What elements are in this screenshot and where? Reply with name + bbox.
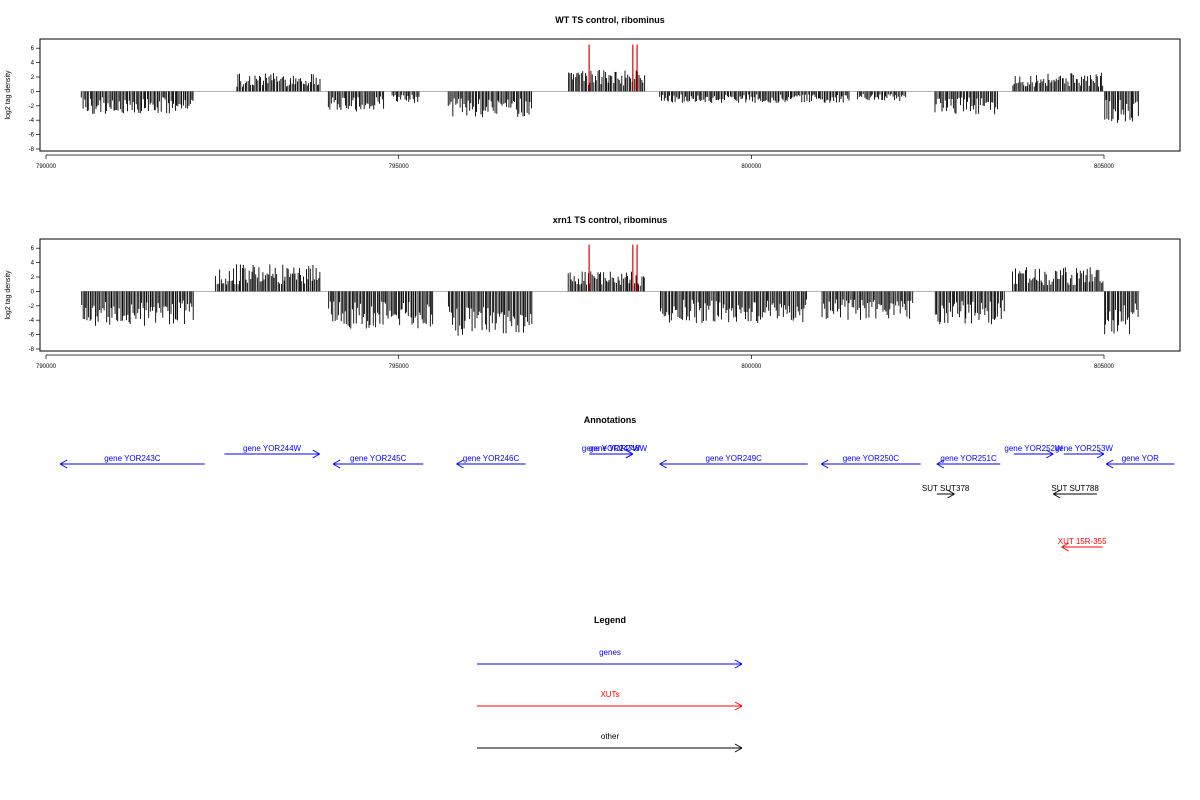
annotation-feature: XUT 15R-355 bbox=[1058, 537, 1107, 552]
annotation-feature: gene YOR bbox=[1105, 454, 1175, 469]
wt-plot-frame bbox=[39, 38, 1181, 152]
wt-red-markers bbox=[588, 44, 638, 92]
feature-label: gene YOR251C bbox=[940, 454, 997, 463]
feature-label: SUT SUT378 bbox=[922, 484, 970, 493]
annotation-feature: SUT SUT788 bbox=[1051, 484, 1099, 499]
feature-arrow bbox=[224, 449, 320, 459]
feature-arrow bbox=[603, 449, 634, 459]
feature-label: gene YOR249C bbox=[706, 454, 763, 463]
annotation-feature: gene YOR252W bbox=[1004, 444, 1063, 459]
wt-y-ticks: 6 4 2 0 -2 -4 -6 -8 bbox=[29, 46, 40, 153]
annotation-feature: gene YOR244W bbox=[224, 444, 320, 459]
x-tick-label: 790000 bbox=[36, 164, 57, 170]
annotation-features: gene YOR243C gene YOR244W gene YOR245C gene… bbox=[59, 444, 1175, 552]
x-tick-label: 800000 bbox=[741, 364, 762, 370]
xrn1-panel-title: xrn1 TS control, ribominus bbox=[553, 215, 668, 225]
xrn1-plot-frame bbox=[39, 238, 1181, 352]
y-tick-label: 2 bbox=[31, 275, 35, 281]
legend-item: genes bbox=[477, 648, 743, 669]
annotation-feature: gene YOR246C bbox=[456, 454, 526, 469]
feature-arrow bbox=[659, 459, 808, 469]
x-tick-label: 795000 bbox=[389, 364, 410, 370]
annotations-title: Annotations bbox=[584, 415, 637, 425]
feature-label: SUT SUT788 bbox=[1051, 484, 1099, 493]
y-tick-label: 4 bbox=[31, 61, 35, 67]
x-tick-label: 800000 bbox=[741, 164, 762, 170]
annotation-feature: gene YOR249C bbox=[659, 454, 808, 469]
y-tick-label: 0 bbox=[31, 89, 35, 95]
feature-label: gene YOR250C bbox=[843, 454, 900, 463]
legend-arrow bbox=[477, 659, 743, 669]
feature-arrow bbox=[820, 459, 921, 469]
annotation-feature: SUT SUT378 bbox=[922, 484, 970, 499]
y-tick-label: -2 bbox=[29, 304, 35, 310]
legend-arrow bbox=[477, 743, 743, 753]
y-tick-label: -8 bbox=[29, 347, 35, 353]
wt-density-bars bbox=[80, 69, 1140, 123]
legend-item: other bbox=[477, 732, 743, 753]
y-tick-label: -8 bbox=[29, 147, 35, 153]
feature-arrow bbox=[1061, 542, 1103, 552]
y-tick-label: -4 bbox=[29, 118, 35, 124]
legend-label: XUTs bbox=[600, 690, 619, 699]
feature-label: gene YOR248W bbox=[589, 444, 648, 453]
feature-label: gene YOR253W bbox=[1055, 444, 1114, 453]
feature-label: gene YOR246C bbox=[463, 454, 520, 463]
annotation-feature: gene YOR251C bbox=[936, 454, 1001, 469]
y-tick-label: 2 bbox=[31, 75, 35, 81]
xrn1-y-ticks: 6 4 2 0 -2 -4 -6 -8 bbox=[29, 246, 40, 353]
annotation-feature: gene YOR243C bbox=[59, 454, 205, 469]
legend-items: genes XUTs other bbox=[477, 648, 743, 753]
feature-arrow bbox=[1052, 489, 1097, 499]
legend-label: other bbox=[601, 732, 620, 741]
feature-label: gene YOR247W bbox=[582, 444, 641, 453]
feature-arrow bbox=[456, 459, 526, 469]
y-tick-label: -6 bbox=[29, 333, 35, 339]
xrn1-y-axis-label: log2 tag density bbox=[5, 270, 12, 320]
wt-x-ticks: 790000 795000 800000 805000 bbox=[36, 154, 1115, 170]
feature-label: XUT 15R-355 bbox=[1058, 537, 1107, 546]
feature-arrow bbox=[1063, 449, 1105, 459]
xrn1-density-bars bbox=[81, 264, 1140, 336]
feature-arrow bbox=[936, 489, 955, 499]
annotation-feature: gene YOR245C bbox=[332, 454, 424, 469]
x-tick-label: 805000 bbox=[1094, 364, 1115, 370]
legend-label: genes bbox=[599, 648, 621, 657]
feature-arrow bbox=[1105, 459, 1175, 469]
x-tick-label: 805000 bbox=[1094, 164, 1115, 170]
feature-arrow bbox=[936, 459, 1001, 469]
y-tick-label: -2 bbox=[29, 104, 35, 110]
feature-arrow bbox=[1013, 449, 1054, 459]
wt-density-panel: WT TS control, ribominus log2 tag densit… bbox=[5, 15, 1181, 170]
feature-arrow bbox=[59, 459, 205, 469]
y-tick-label: 6 bbox=[31, 46, 35, 52]
wt-panel-title: WT TS control, ribominus bbox=[555, 15, 665, 25]
xrn1-red-markers bbox=[588, 244, 638, 292]
y-tick-label: 6 bbox=[31, 246, 35, 252]
y-tick-label: 4 bbox=[31, 261, 35, 267]
xrn1-density-panel: xrn1 TS control, ribominus log2 tag dens… bbox=[5, 215, 1181, 370]
feature-label: gene YOR244W bbox=[243, 444, 302, 453]
y-tick-label: -6 bbox=[29, 133, 35, 139]
feature-label: gene YOR252W bbox=[1004, 444, 1063, 453]
legend-arrow bbox=[477, 701, 743, 711]
xrn1-x-ticks: 790000 795000 800000 805000 bbox=[36, 354, 1115, 370]
legend-item: XUTs bbox=[477, 690, 743, 711]
y-tick-label: -4 bbox=[29, 318, 35, 324]
feature-label: gene YOR243C bbox=[104, 454, 161, 463]
x-tick-label: 795000 bbox=[389, 164, 410, 170]
legend-title: Legend bbox=[594, 615, 626, 625]
annotation-feature: gene YOR248W bbox=[589, 444, 648, 459]
x-tick-label: 790000 bbox=[36, 364, 57, 370]
feature-label: gene YOR bbox=[1122, 454, 1159, 463]
feature-arrow bbox=[332, 459, 424, 469]
wt-y-axis-label: log2 tag density bbox=[5, 70, 12, 120]
legend-panel: Legend genes XUTs other bbox=[477, 615, 743, 753]
feature-label: gene YOR245C bbox=[350, 454, 407, 463]
y-tick-label: 0 bbox=[31, 289, 35, 295]
annotation-feature: gene YOR250C bbox=[820, 454, 921, 469]
annotation-feature: gene YOR253W bbox=[1055, 444, 1114, 459]
